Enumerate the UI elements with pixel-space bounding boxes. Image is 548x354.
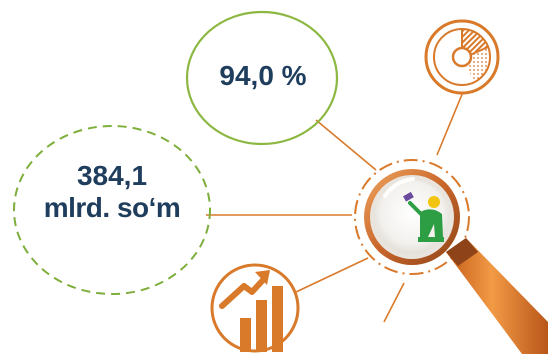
lens-glare <box>383 177 415 198</box>
worker-arm <box>408 201 423 216</box>
amount-unit: mlrd. so‘m <box>43 192 181 223</box>
connector-bottom <box>383 282 405 323</box>
amount-circle <box>13 125 211 295</box>
magnifier-handle-band <box>446 238 478 266</box>
worker-head <box>428 196 440 208</box>
pie-chart-icon <box>424 19 500 95</box>
connector-to-pie <box>436 91 464 156</box>
growth-bar-2 <box>256 300 267 352</box>
magnifier-icon <box>364 169 548 354</box>
amount-value: 384,1 mlrd. so‘m <box>14 160 210 224</box>
connector-to-percent <box>315 119 377 171</box>
magnifier-handle <box>446 238 548 354</box>
pie-center <box>451 46 473 68</box>
worker-body <box>420 209 443 237</box>
worker-icon <box>403 191 444 242</box>
connector-lines <box>206 91 464 323</box>
growth-bar-1 <box>240 318 251 352</box>
growth-arrow <box>219 277 266 309</box>
growth-bar-3 <box>272 286 283 352</box>
percent-value: 94,0 % <box>219 60 307 91</box>
amount-number: 384,1 <box>76 160 148 191</box>
percent-circle <box>185 10 339 146</box>
growth-chart-icon <box>210 263 300 353</box>
connector-to-growth <box>295 257 369 293</box>
worker-base <box>418 237 444 242</box>
magnifier-halo <box>354 159 470 275</box>
growth-arrow-head <box>255 270 270 285</box>
worker-hammer <box>403 191 414 202</box>
